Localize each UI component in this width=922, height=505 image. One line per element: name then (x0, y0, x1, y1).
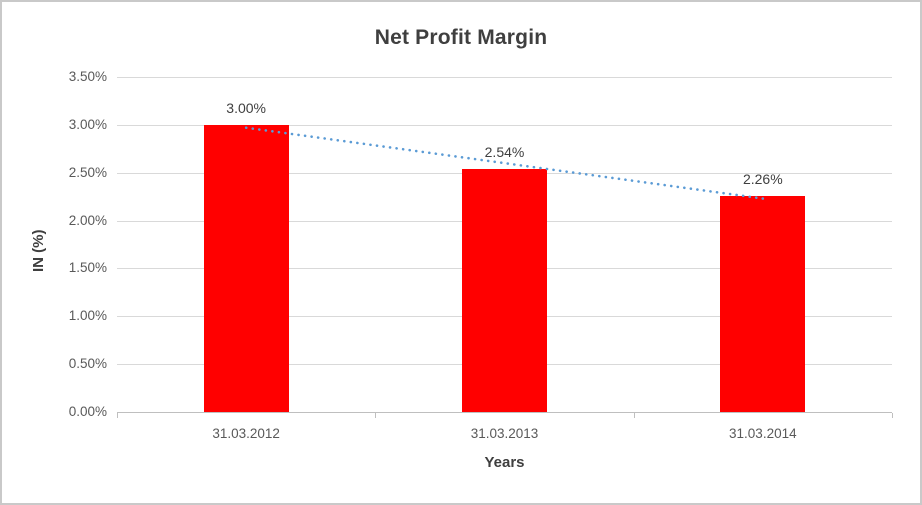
bar-31.03.2012 (203, 124, 289, 412)
y-axis-tick-label: 3.50% (68, 69, 107, 84)
y-axis-tick-label: 1.50% (68, 260, 107, 276)
x-axis-tick-mark (117, 413, 118, 418)
bar-31.03.2014 (720, 195, 806, 412)
gridline (117, 77, 892, 78)
x-axis-tick-label: 31.03.2012 (212, 426, 280, 441)
bar-data-label: 2.26% (742, 170, 783, 187)
x-axis-tick-label: 31.03.2014 (729, 426, 797, 441)
y-axis-tick-label: 3.00% (68, 116, 107, 132)
x-axis-title: Years (484, 454, 525, 471)
y-axis-tick-label: 2.50% (68, 164, 107, 180)
plot-area (117, 77, 892, 413)
bar-data-label: 3.00% (226, 99, 266, 116)
y-axis-tick-label: 0.00% (68, 404, 107, 419)
chart-title: Net Profit Margin (374, 26, 548, 49)
x-axis-tick-mark (375, 413, 377, 418)
bar-data-label: 2.54% (484, 143, 525, 160)
x-axis-tick-mark (892, 413, 893, 418)
gridline (117, 124, 892, 126)
y-axis-tick-label: 0.50% (68, 356, 107, 372)
y-axis-tick-label: 2.00% (68, 212, 107, 228)
x-axis-line (117, 412, 892, 413)
y-axis-tick-label: 1.00% (68, 308, 107, 324)
bar-31.03.2013 (462, 168, 547, 412)
x-axis-tick-mark (633, 413, 635, 418)
x-axis-tick-label: 31.03.2013 (470, 426, 539, 441)
